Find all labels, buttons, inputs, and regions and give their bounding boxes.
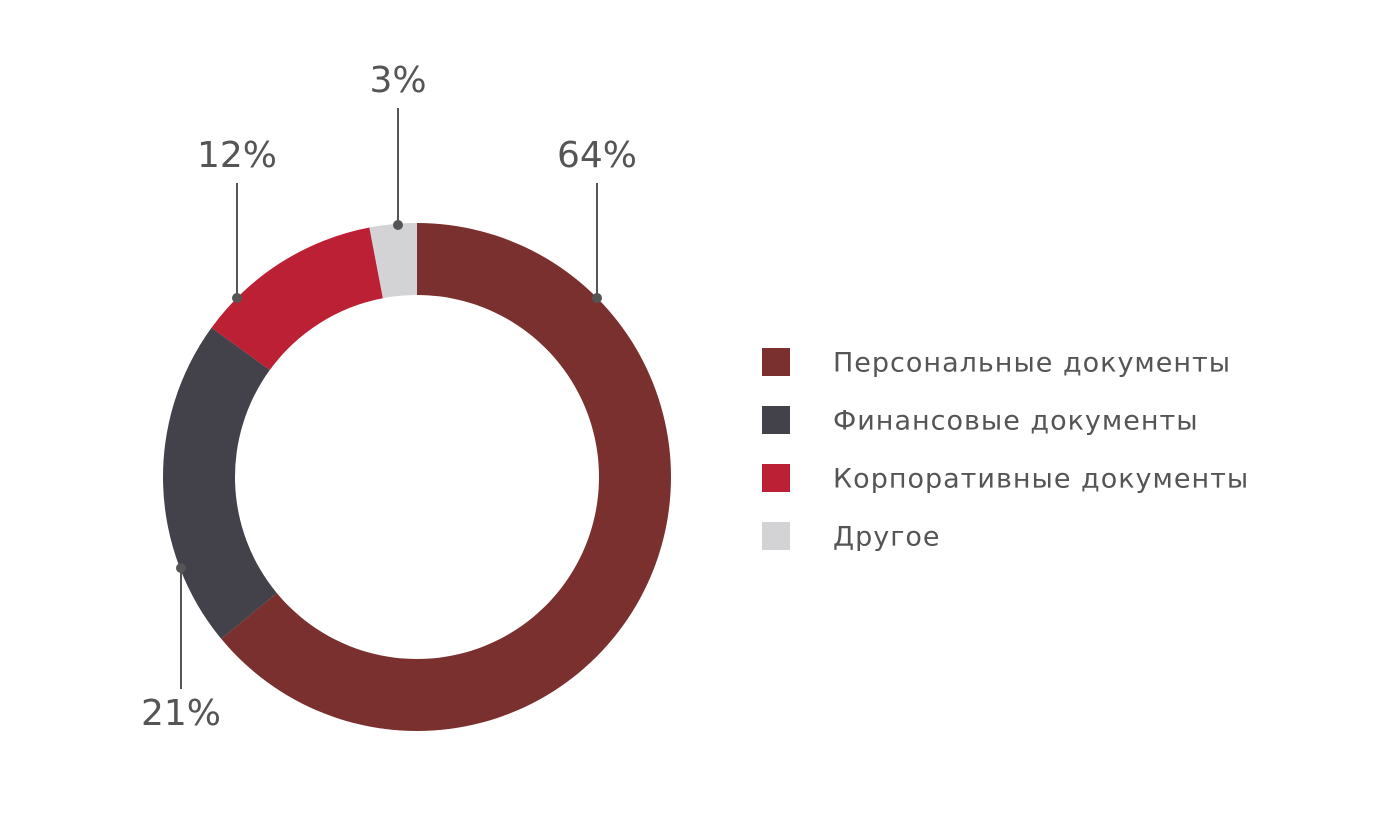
leader-dot <box>393 220 403 230</box>
legend-swatch <box>762 348 790 376</box>
legend-label: Финансовые документы <box>833 406 1199 437</box>
donut-segment <box>221 223 671 732</box>
leader-dot <box>592 293 602 303</box>
leader-dot <box>232 293 242 303</box>
legend-swatch <box>762 406 790 434</box>
donut-segment <box>211 227 383 371</box>
value-label: 21% <box>141 693 221 734</box>
value-label: 64% <box>557 135 637 176</box>
value-label: 3% <box>369 60 426 101</box>
donut-segment <box>162 327 277 639</box>
value-label: 12% <box>197 135 277 176</box>
legend-swatch <box>762 522 790 550</box>
legend-label: Персональные документы <box>833 348 1231 379</box>
legend-swatch <box>762 464 790 492</box>
leader-dot <box>176 563 186 573</box>
donut-segment <box>369 223 417 299</box>
legend-label: Другое <box>833 522 941 553</box>
legend-label: Корпоративные документы <box>833 464 1249 495</box>
